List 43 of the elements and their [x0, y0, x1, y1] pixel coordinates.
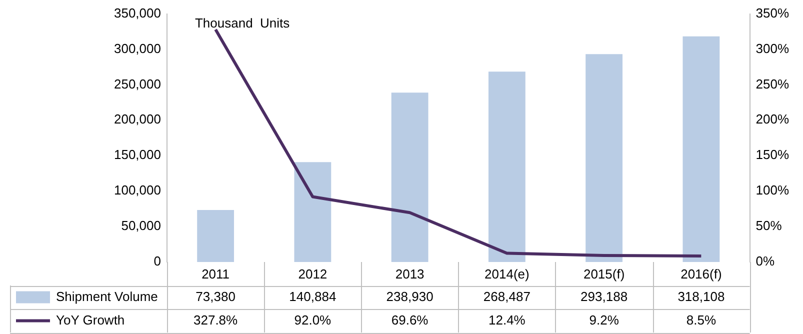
x-tick-label: 2011 [202, 266, 230, 282]
legend-label: Shipment Volume [56, 288, 158, 304]
y2-tick-label: 300% [756, 40, 790, 56]
data-label: 8.5% [686, 312, 716, 328]
annotation: Thousand Units [194, 15, 290, 30]
bar [586, 54, 623, 262]
data-label: 69.6% [391, 312, 429, 328]
y-tick-label: 100,000 [114, 182, 161, 198]
y-tick-label: 300,000 [114, 40, 161, 56]
y-tick-label: 200,000 [114, 112, 161, 127]
data-label: 238,930 [386, 288, 434, 304]
y2-tick-label: 150% [756, 147, 790, 162]
x-tick-label: 2012 [298, 266, 328, 282]
y-tick-label: 50,000 [121, 218, 161, 234]
bar [488, 72, 526, 262]
data-label: 12.4% [488, 312, 526, 328]
y2-tick-label: 250% [756, 76, 790, 92]
data-label: 9.2% [589, 312, 620, 328]
y2-tick-label: 200% [756, 112, 790, 127]
bar [294, 162, 332, 262]
y-tick-label: 350,000 [114, 5, 161, 20]
data-label: 268,487 [483, 288, 530, 304]
y2-tick-label: 100% [756, 182, 790, 198]
data-label: 140,884 [289, 288, 336, 304]
x-tick-label: 2015(f) [583, 266, 625, 282]
y2-tick-label: 0% [756, 254, 775, 269]
x-tick-label: 2016(f) [680, 266, 722, 282]
legend-label: YoY Growth [56, 312, 125, 328]
x-tick-label: 2014(e) [484, 266, 530, 282]
data-label: 73,380 [196, 288, 236, 304]
bar [197, 210, 234, 262]
y-tick-label: 0 [154, 254, 161, 269]
y-tick-label: 250,000 [114, 76, 161, 92]
data-label: 92.0% [294, 312, 332, 328]
bar [391, 92, 428, 262]
y-tick-label: 150,000 [114, 147, 161, 162]
y2-tick-label: 50% [756, 218, 782, 234]
data-label: 293,188 [580, 288, 628, 304]
data-label: 327.8% [194, 312, 238, 328]
y2-tick-label: 350% [756, 5, 790, 20]
bar [682, 36, 720, 262]
x-tick-label: 2013 [395, 266, 424, 282]
data-label: 318,108 [678, 288, 725, 304]
